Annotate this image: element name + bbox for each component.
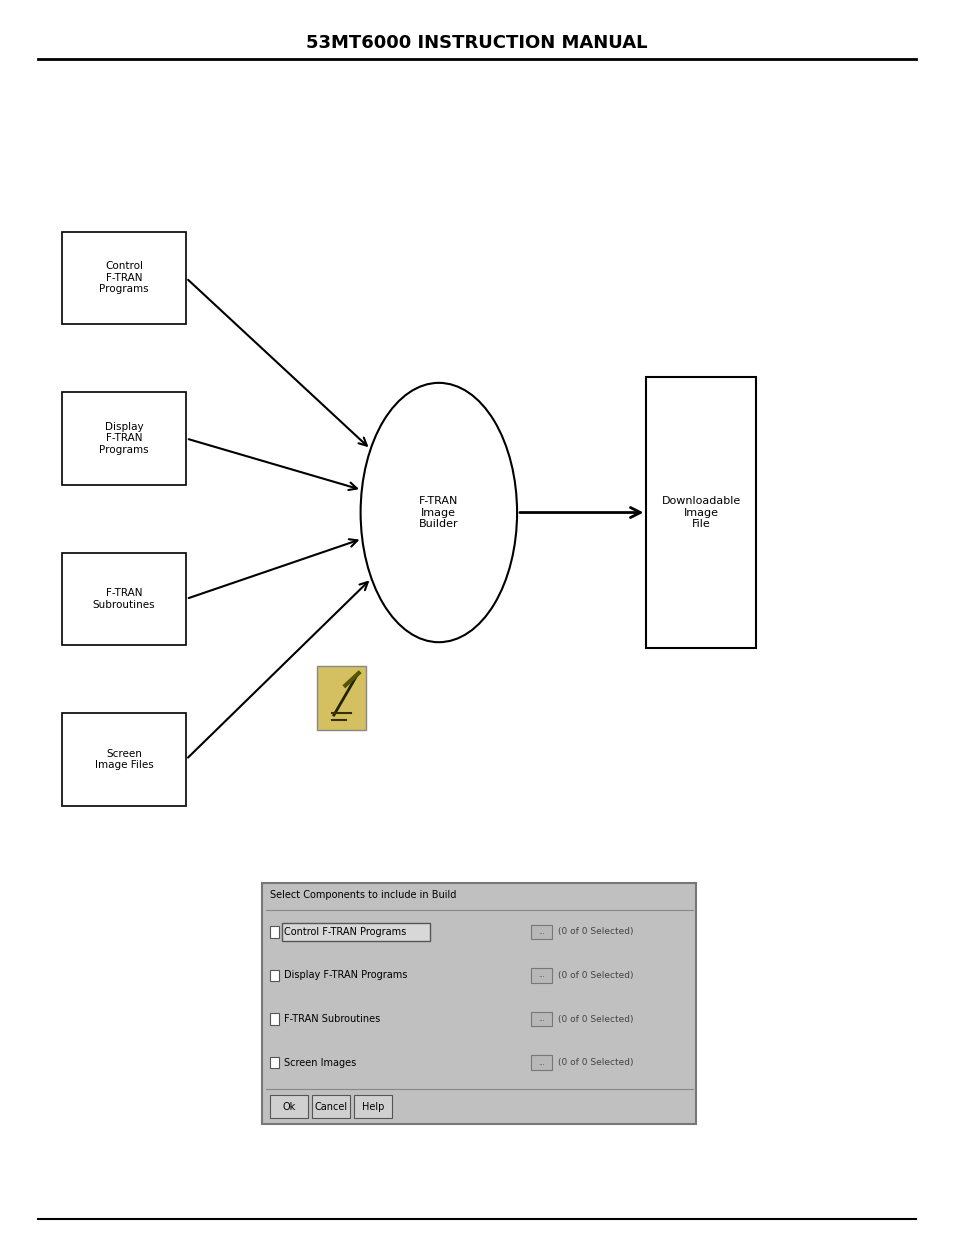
FancyBboxPatch shape	[312, 1095, 350, 1118]
Text: F-TRAN
Subroutines: F-TRAN Subroutines	[92, 588, 155, 610]
FancyBboxPatch shape	[531, 968, 552, 983]
FancyBboxPatch shape	[62, 232, 186, 325]
Text: Display F-TRAN Programs: Display F-TRAN Programs	[284, 971, 407, 981]
Text: (0 of 0 Selected): (0 of 0 Selected)	[558, 1014, 633, 1024]
Text: ...: ...	[538, 929, 545, 935]
FancyBboxPatch shape	[531, 1011, 552, 1026]
Text: Display
F-TRAN
Programs: Display F-TRAN Programs	[99, 422, 149, 454]
Text: F-TRAN Subroutines: F-TRAN Subroutines	[284, 1014, 380, 1024]
Text: Screen Images: Screen Images	[284, 1057, 356, 1067]
FancyBboxPatch shape	[282, 924, 430, 941]
FancyBboxPatch shape	[270, 1014, 278, 1025]
FancyBboxPatch shape	[270, 926, 278, 937]
Text: Screen
Image Files: Screen Image Files	[94, 748, 153, 771]
FancyBboxPatch shape	[531, 925, 552, 940]
Text: Select Components to include in Build: Select Components to include in Build	[270, 890, 456, 900]
Text: ...: ...	[538, 1016, 545, 1023]
FancyBboxPatch shape	[316, 666, 366, 730]
Text: Downloadable
Image
File: Downloadable Image File	[660, 496, 740, 529]
Text: Ok: Ok	[282, 1102, 295, 1112]
Text: ...: ...	[538, 972, 545, 978]
Text: Cancel: Cancel	[314, 1102, 347, 1112]
Ellipse shape	[360, 383, 517, 642]
FancyBboxPatch shape	[270, 1095, 308, 1118]
Text: F-TRAN
Image
Builder: F-TRAN Image Builder	[418, 496, 458, 529]
FancyBboxPatch shape	[262, 883, 696, 1124]
FancyBboxPatch shape	[62, 714, 186, 805]
FancyBboxPatch shape	[62, 393, 186, 484]
FancyBboxPatch shape	[270, 1057, 278, 1068]
Text: (0 of 0 Selected): (0 of 0 Selected)	[558, 971, 633, 981]
Text: (0 of 0 Selected): (0 of 0 Selected)	[558, 927, 633, 936]
FancyBboxPatch shape	[62, 553, 186, 645]
Text: (0 of 0 Selected): (0 of 0 Selected)	[558, 1058, 633, 1067]
Text: 53MT6000 INSTRUCTION MANUAL: 53MT6000 INSTRUCTION MANUAL	[306, 35, 647, 52]
Text: Control
F-TRAN
Programs: Control F-TRAN Programs	[99, 262, 149, 294]
FancyBboxPatch shape	[646, 377, 755, 648]
FancyBboxPatch shape	[354, 1095, 392, 1118]
Text: ...: ...	[538, 1060, 545, 1066]
Text: Control F-TRAN Programs: Control F-TRAN Programs	[284, 927, 406, 937]
FancyBboxPatch shape	[270, 969, 278, 981]
FancyBboxPatch shape	[531, 1055, 552, 1070]
Text: Help: Help	[361, 1102, 384, 1112]
